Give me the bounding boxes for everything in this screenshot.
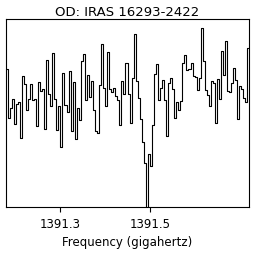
Title: OD: IRAS 16293-2422: OD: IRAS 16293-2422: [55, 6, 199, 19]
X-axis label: Frequency (gigahertz): Frequency (gigahertz): [62, 235, 192, 248]
